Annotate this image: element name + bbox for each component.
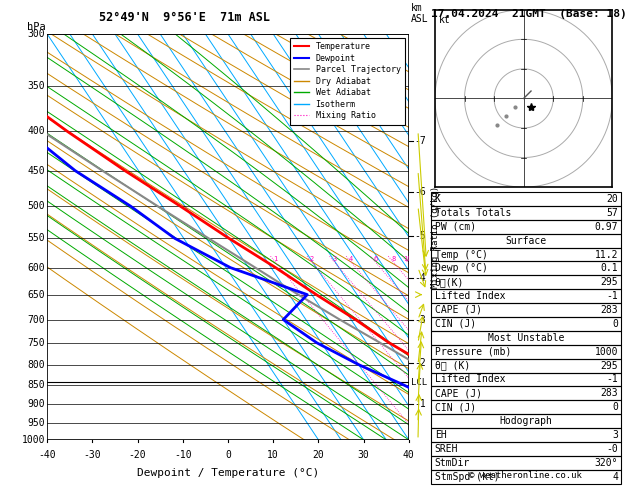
Text: θᴇ (K): θᴇ (K)	[435, 361, 470, 371]
Text: 4: 4	[349, 256, 353, 262]
Text: 800: 800	[28, 360, 45, 370]
Text: 283: 283	[601, 305, 618, 315]
Text: 0.1: 0.1	[601, 263, 618, 274]
Text: -0: -0	[606, 444, 618, 454]
Text: -10: -10	[174, 450, 192, 460]
Text: -3: -3	[415, 314, 426, 325]
Text: 550: 550	[28, 233, 45, 243]
Text: 295: 295	[601, 277, 618, 287]
Text: -1: -1	[606, 374, 618, 384]
Text: LCL: LCL	[411, 378, 427, 387]
Text: 900: 900	[28, 399, 45, 409]
Text: CIN (J): CIN (J)	[435, 402, 476, 412]
Text: 8: 8	[391, 256, 396, 262]
Text: 0: 0	[225, 450, 231, 460]
Text: StmSpd (kt): StmSpd (kt)	[435, 471, 499, 482]
Text: CAPE (J): CAPE (J)	[435, 388, 482, 399]
Text: -1: -1	[606, 291, 618, 301]
Text: 52°49'N  9°56'E  71m ASL: 52°49'N 9°56'E 71m ASL	[99, 11, 270, 24]
Text: Totals Totals: Totals Totals	[435, 208, 511, 218]
Text: 700: 700	[28, 314, 45, 325]
Text: © weatheronline.co.uk: © weatheronline.co.uk	[469, 470, 582, 480]
Text: Most Unstable: Most Unstable	[488, 333, 564, 343]
Text: 350: 350	[28, 81, 45, 91]
Text: 850: 850	[28, 380, 45, 390]
Text: Dewp (°C): Dewp (°C)	[435, 263, 487, 274]
Text: Hodograph: Hodograph	[499, 416, 553, 426]
Text: PW (cm): PW (cm)	[435, 222, 476, 232]
Text: -20: -20	[129, 450, 147, 460]
Text: Lifted Index: Lifted Index	[435, 291, 505, 301]
Text: km
ASL: km ASL	[411, 3, 428, 24]
Text: 3: 3	[613, 430, 618, 440]
Text: 40: 40	[403, 450, 415, 460]
Text: 300: 300	[28, 29, 45, 39]
Text: SREH: SREH	[435, 444, 458, 454]
Text: kt: kt	[438, 15, 450, 25]
Text: 600: 600	[28, 262, 45, 273]
Legend: Temperature, Dewpoint, Parcel Trajectory, Dry Adiabat, Wet Adiabat, Isotherm, Mi: Temperature, Dewpoint, Parcel Trajectory…	[290, 38, 404, 124]
Text: -4: -4	[415, 273, 426, 283]
Text: Mixing Ratio (g/kg): Mixing Ratio (g/kg)	[431, 186, 440, 288]
Text: 1000: 1000	[595, 347, 618, 357]
Text: 0.97: 0.97	[595, 222, 618, 232]
Text: 400: 400	[28, 126, 45, 136]
Text: 20: 20	[313, 450, 325, 460]
Text: -6: -6	[415, 188, 426, 197]
Text: 1: 1	[273, 256, 277, 262]
Text: 950: 950	[28, 417, 45, 428]
Text: 17.04.2024  21GMT  (Base: 18): 17.04.2024 21GMT (Base: 18)	[431, 9, 626, 19]
Text: 320°: 320°	[595, 458, 618, 468]
Text: -2: -2	[415, 358, 426, 367]
Text: -5: -5	[415, 231, 426, 241]
Text: 4: 4	[613, 471, 618, 482]
Text: -1: -1	[415, 399, 426, 409]
Text: Lifted Index: Lifted Index	[435, 374, 505, 384]
Text: 750: 750	[28, 338, 45, 348]
Text: hPa: hPa	[26, 22, 45, 32]
Text: StmDir: StmDir	[435, 458, 470, 468]
Text: EH: EH	[435, 430, 447, 440]
Text: 283: 283	[601, 388, 618, 399]
Text: -30: -30	[84, 450, 101, 460]
Text: Surface: Surface	[506, 236, 547, 245]
Text: 20: 20	[606, 194, 618, 204]
Text: 3: 3	[332, 256, 337, 262]
Text: 10: 10	[403, 256, 411, 262]
Text: K: K	[435, 194, 440, 204]
Text: 10: 10	[267, 450, 279, 460]
Text: 57: 57	[606, 208, 618, 218]
Text: -7: -7	[415, 136, 426, 146]
Text: θᴇ(K): θᴇ(K)	[435, 277, 464, 287]
Text: 1000: 1000	[22, 435, 45, 445]
Text: 0: 0	[613, 402, 618, 412]
Text: 295: 295	[601, 361, 618, 371]
Text: Pressure (mb): Pressure (mb)	[435, 347, 511, 357]
Text: 0: 0	[613, 319, 618, 329]
Text: 30: 30	[358, 450, 369, 460]
Text: 6: 6	[373, 256, 377, 262]
Text: 650: 650	[28, 290, 45, 300]
Text: Dewpoint / Temperature (°C): Dewpoint / Temperature (°C)	[137, 468, 319, 478]
Text: 2: 2	[309, 256, 314, 262]
Text: CAPE (J): CAPE (J)	[435, 305, 482, 315]
Text: CIN (J): CIN (J)	[435, 319, 476, 329]
Text: 500: 500	[28, 201, 45, 211]
Text: Temp (°C): Temp (°C)	[435, 249, 487, 260]
Text: 11.2: 11.2	[595, 249, 618, 260]
Text: 450: 450	[28, 166, 45, 175]
Text: -40: -40	[38, 450, 56, 460]
